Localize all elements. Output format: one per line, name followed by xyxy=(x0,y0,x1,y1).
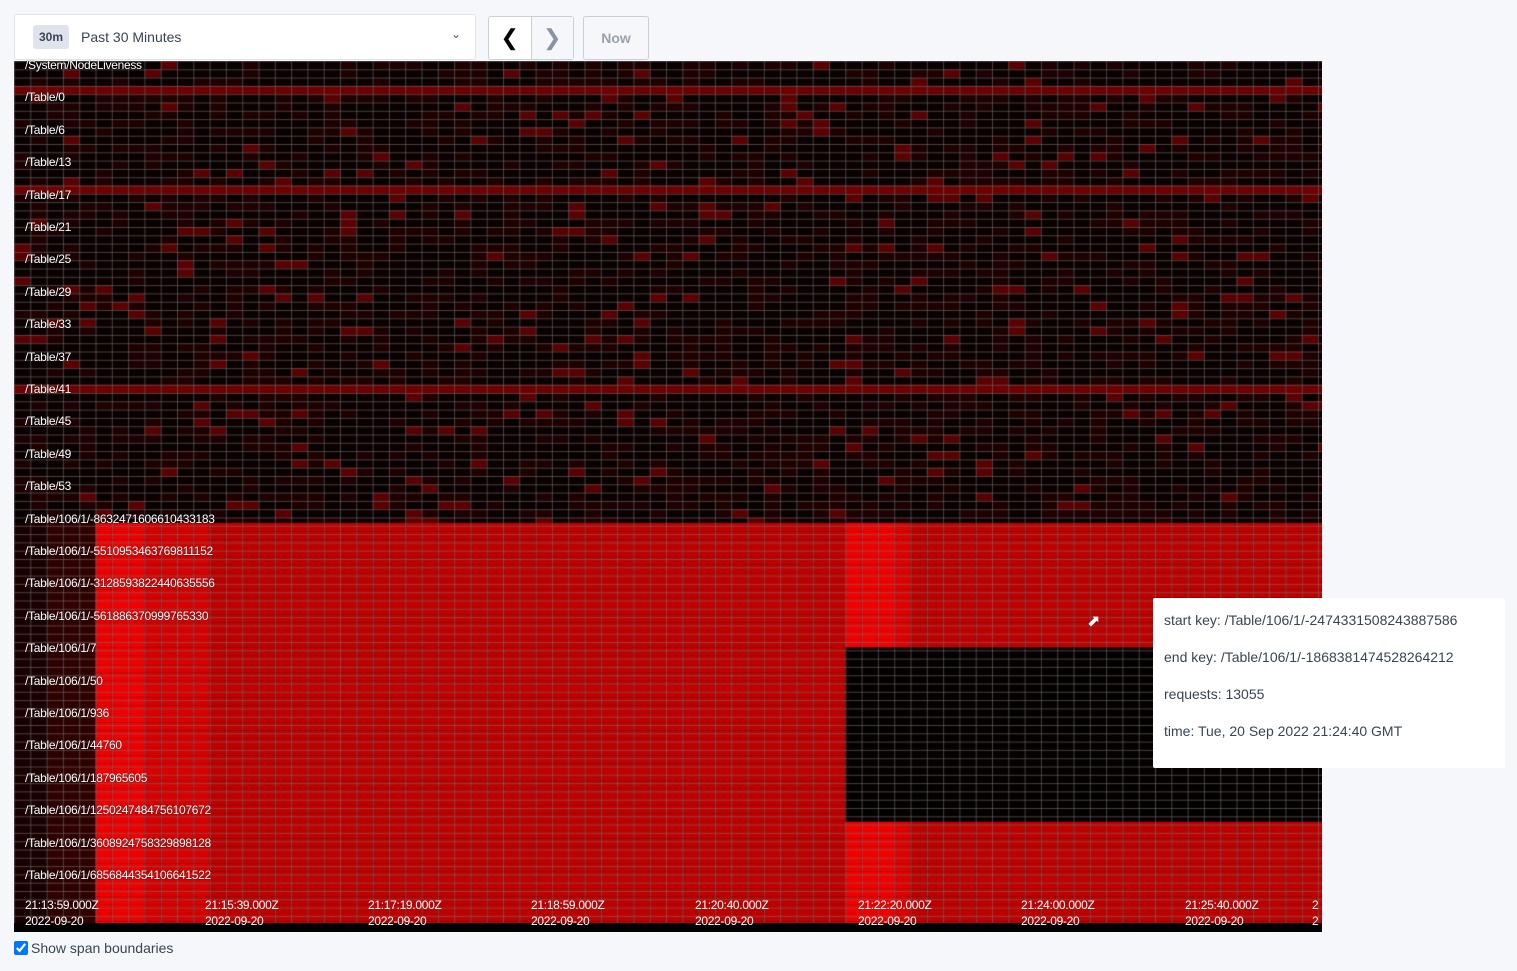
key-label: /Table/29 xyxy=(25,284,72,299)
chevron-left-icon[interactable]: ❮ xyxy=(489,17,532,59)
time-range-selector[interactable]: 30m Past 30 Minutes ⌄ xyxy=(14,14,476,60)
key-label: /Table/106/1/-8632471606610433183 xyxy=(25,511,215,526)
key-label: /Table/49 xyxy=(25,446,72,461)
key-label: /Table/106/1/-3128593822440635556 xyxy=(25,576,215,591)
time-label-time: 21:18:59.000Z xyxy=(531,898,605,912)
time-label-time: 21:25:40.000Z xyxy=(1185,898,1259,912)
key-label: /Table/45 xyxy=(25,414,72,429)
key-label: /System/NodeLiveness xyxy=(25,58,142,72)
time-label-date: 2022-09-20 xyxy=(1021,914,1080,928)
time-label-date: 2022-09-20 xyxy=(25,914,84,928)
key-label: /Table/25 xyxy=(25,252,72,267)
key-visualizer-heatmap[interactable]: /System/NodeLiveness/Table/0/Table/6/Tab… xyxy=(14,58,1322,932)
time-label-date: 2022-09-20 xyxy=(1185,914,1244,928)
time-label: 21:25:40.000Z 2022-09-20 xyxy=(1185,897,1259,929)
heatmap-canvas[interactable] xyxy=(14,61,1322,923)
tooltip-time: time: Tue, 20 Sep 2022 21:24:40 GMT xyxy=(1164,723,1403,739)
time-label: 21:15:39.000Z 2022-09-20 xyxy=(205,897,279,929)
key-label: /Table/106/1/50 xyxy=(25,673,103,688)
time-label: 21:20:40.000Z 2022-09-20 xyxy=(695,897,769,929)
key-label: /Table/53 xyxy=(25,479,72,494)
time-range-badge: 30m xyxy=(33,25,70,49)
mouse-cursor-icon: ⬈ xyxy=(1087,613,1101,630)
key-label: /Table/33 xyxy=(25,317,72,332)
show-span-boundaries-label: Show span boundaries xyxy=(31,940,174,956)
key-label: /Table/106/1/187965605 xyxy=(25,770,148,785)
key-label: /Table/13 xyxy=(25,155,72,170)
tooltip-requests: requests: 13055 xyxy=(1164,686,1265,702)
key-label: /Table/106/1/7 xyxy=(25,641,97,656)
key-label: /Table/41 xyxy=(25,382,72,396)
show-span-boundaries[interactable]: Show span boundaries xyxy=(14,940,173,956)
show-span-boundaries-checkbox[interactable] xyxy=(14,941,28,955)
time-label: 21:24:00.000Z 2022-09-20 xyxy=(1021,897,1095,929)
time-label-date: 2022-09-20 xyxy=(695,914,754,928)
time-label-time: 21:17:19.000Z xyxy=(368,898,442,912)
key-label: /Table/21 xyxy=(25,220,72,234)
key-label: /Table/106/1/6856844354106641522 xyxy=(25,868,211,882)
time-label-date: 2022-09-20 xyxy=(368,914,427,928)
time-label-time: 21:22:20.000Z xyxy=(858,898,932,912)
time-label-time: 21:15:39.000Z xyxy=(205,898,279,912)
time-label-time: 21:20:40.000Z xyxy=(695,898,769,912)
time-label: 21:22:20.000Z 2022-09-20 xyxy=(858,897,932,929)
tooltip-end-key: end key: /Table/106/1/-18683814745282642… xyxy=(1164,649,1454,665)
time-nav: ❮ ❯ xyxy=(488,16,574,60)
time-label-date: 2022-09-20 xyxy=(205,914,264,928)
time-label-time: 2 xyxy=(1312,898,1319,912)
time-label: 21:18:59.000Z 2022-09-20 xyxy=(531,897,605,929)
tooltip-start-key: start key: /Table/106/1/-247433150824388… xyxy=(1164,612,1458,628)
time-range-label: Past 30 Minutes xyxy=(81,29,182,45)
now-button[interactable]: Now xyxy=(583,16,649,60)
key-label: /Table/106/1/-5510953463769811152 xyxy=(25,544,213,558)
key-label: /Table/0 xyxy=(25,90,65,105)
time-label-date: 2022-09-20 xyxy=(531,914,590,928)
time-label-time: 21:13:59.000Z xyxy=(25,898,99,912)
key-label: /Table/17 xyxy=(25,187,72,202)
time-label-date: 2 xyxy=(1312,914,1319,928)
key-label: /Table/106/1/-561886370999765330 xyxy=(25,608,209,623)
chevron-right-icon[interactable]: ❯ xyxy=(531,17,573,59)
key-label: /Table/6 xyxy=(25,122,65,137)
heatmap-tooltip: start key: /Table/106/1/-247433150824388… xyxy=(1153,598,1505,768)
key-label: /Table/106/1/44760 xyxy=(25,738,122,753)
key-label: /Table/37 xyxy=(25,349,72,364)
key-label: /Table/106/1/936 xyxy=(25,706,109,720)
time-label: 21:13:59.000Z 2022-09-20 xyxy=(25,897,99,929)
key-label: /Table/106/1/3608924758329898128 xyxy=(25,835,211,850)
time-label-date: 2022-09-20 xyxy=(858,914,917,928)
key-label: /Table/106/1/1250247484756107672 xyxy=(25,803,211,818)
time-label: 21:17:19.000Z 2022-09-20 xyxy=(368,897,442,929)
time-label-time: 21:24:00.000Z xyxy=(1021,898,1095,912)
chevron-down-icon: ⌄ xyxy=(450,27,461,41)
